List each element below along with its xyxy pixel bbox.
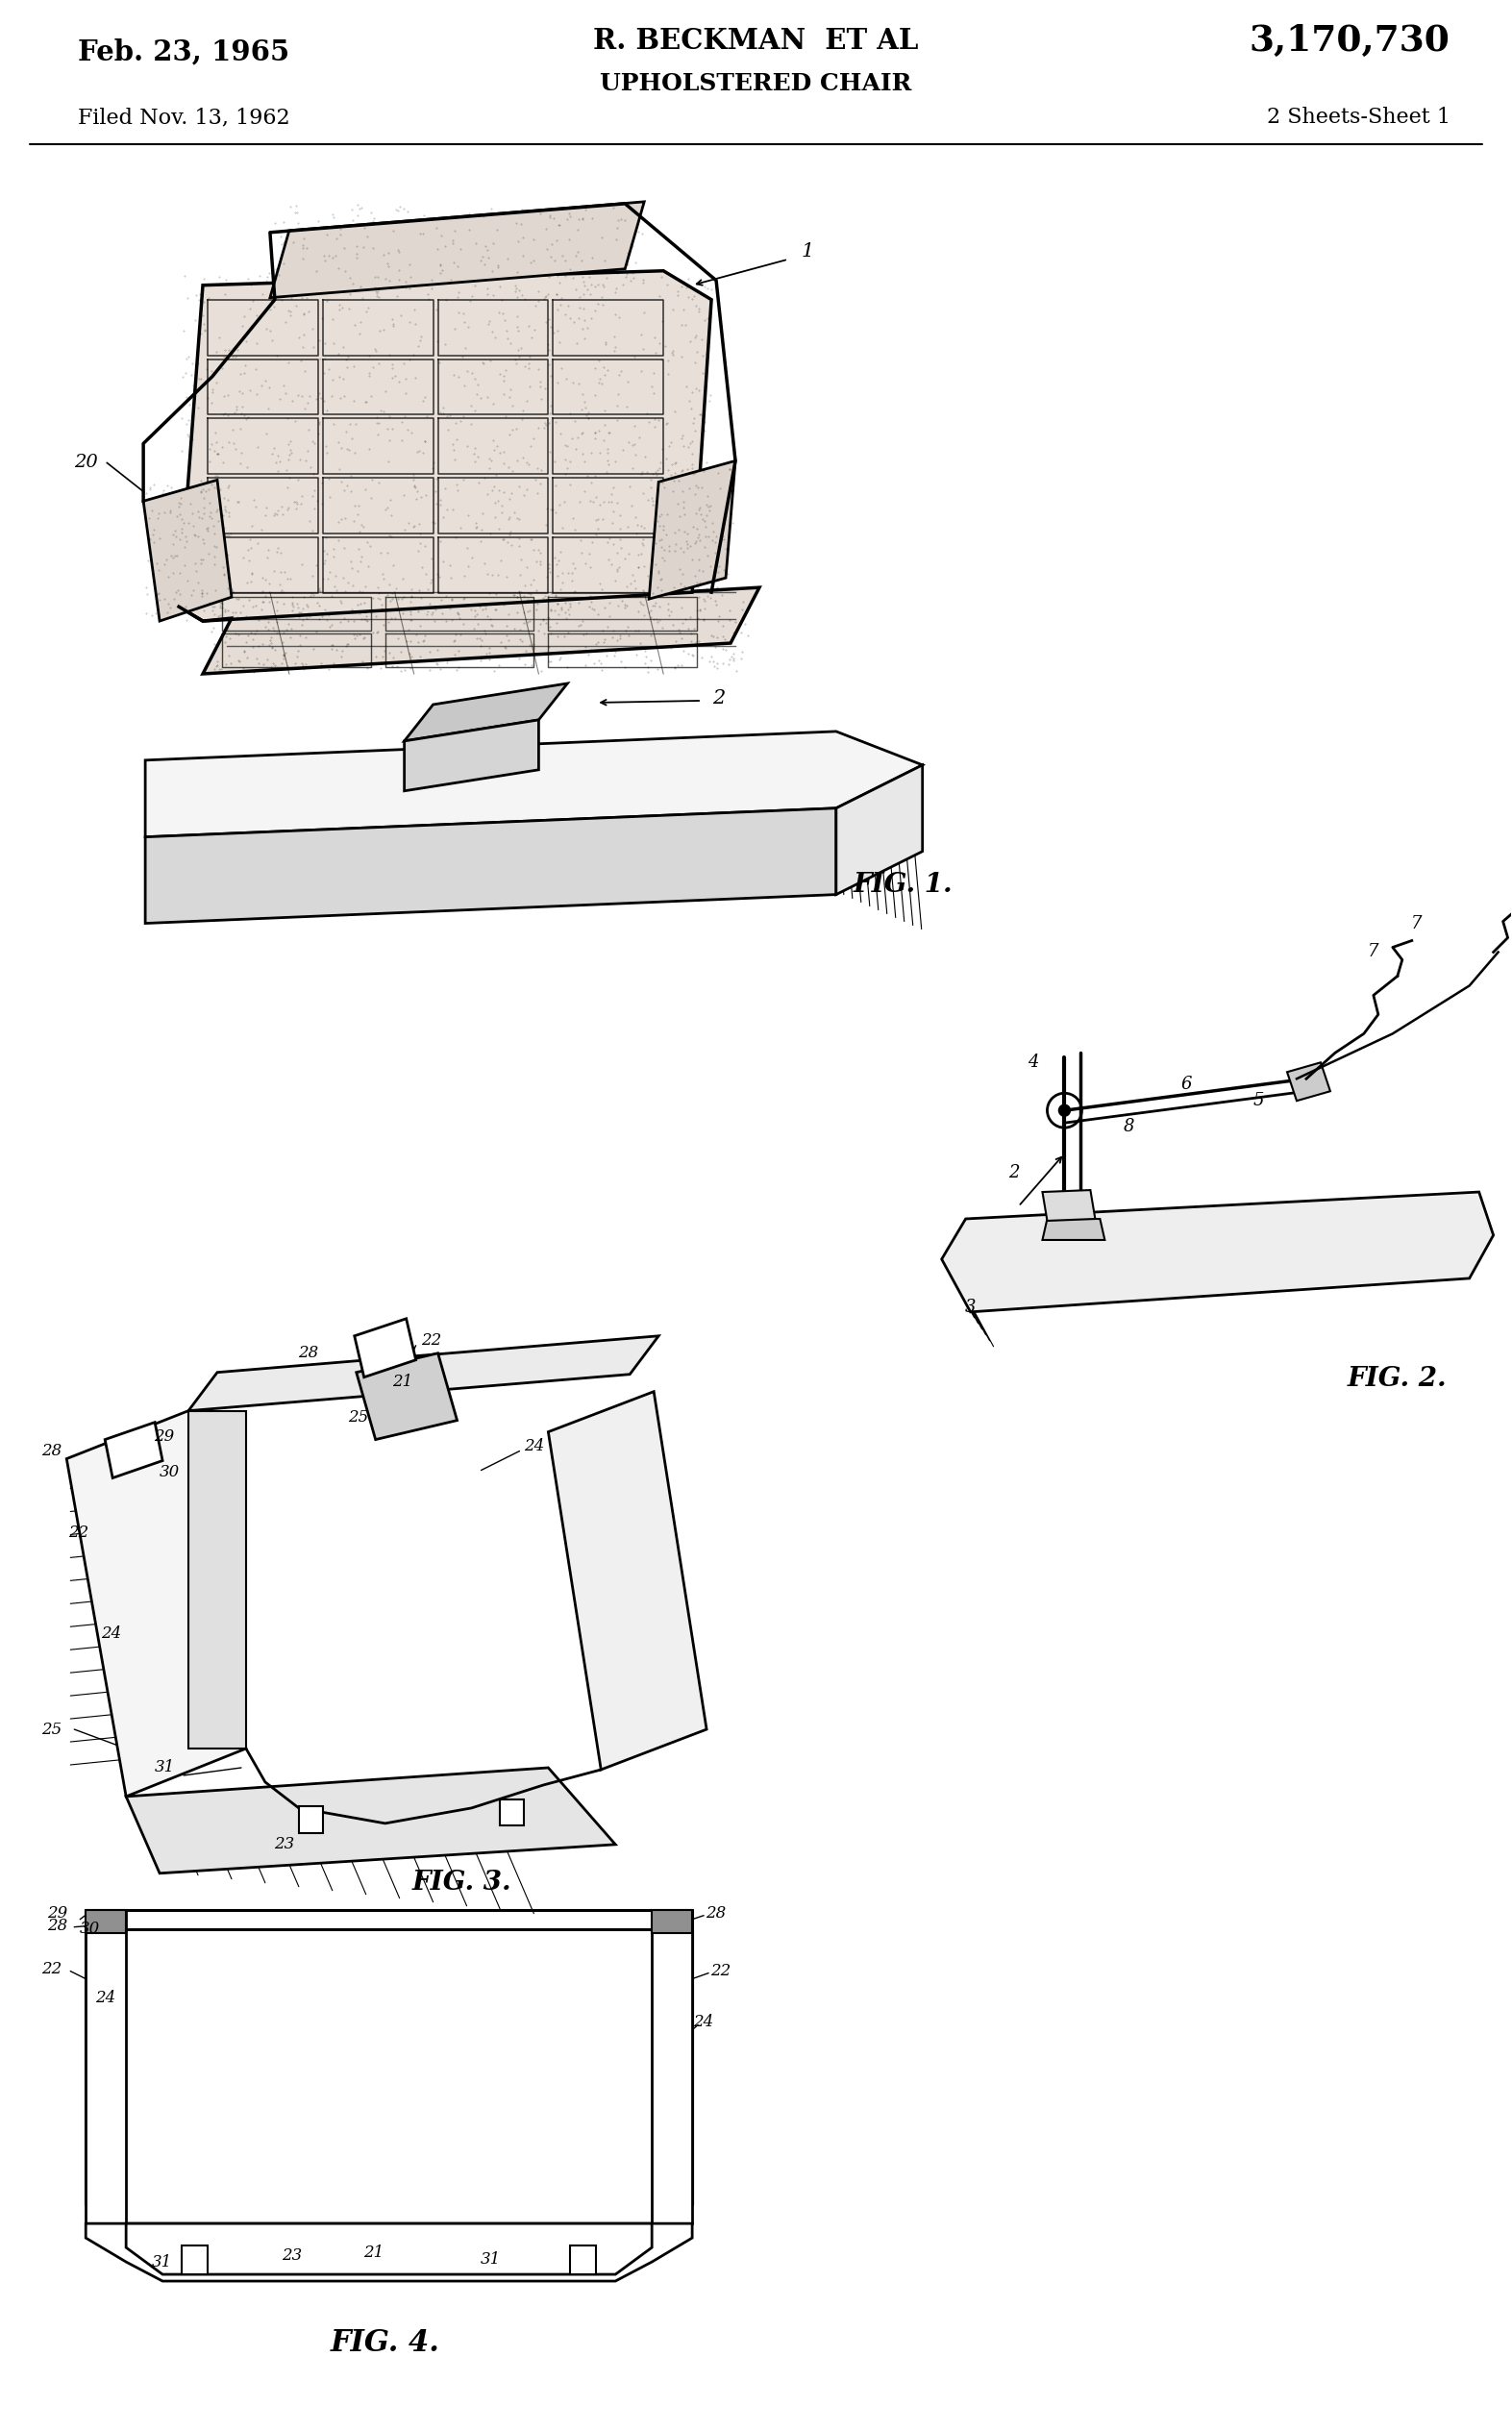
Text: Feb. 23, 1965: Feb. 23, 1965 xyxy=(79,39,290,66)
Text: 2 Sheets-Sheet 1: 2 Sheets-Sheet 1 xyxy=(1267,107,1450,129)
Text: UPHOLSTERED CHAIR: UPHOLSTERED CHAIR xyxy=(600,73,912,95)
Text: 22: 22 xyxy=(41,1962,62,1976)
Text: 4: 4 xyxy=(1027,1053,1039,1072)
Text: 7: 7 xyxy=(1368,943,1379,960)
Polygon shape xyxy=(145,732,922,836)
Polygon shape xyxy=(86,2224,692,2280)
Text: 24: 24 xyxy=(95,1991,115,2006)
Text: 28: 28 xyxy=(41,1444,62,1459)
Text: 2: 2 xyxy=(712,690,726,707)
Text: 21: 21 xyxy=(363,2244,384,2261)
Text: R. BECKMAN  ET AL: R. BECKMAN ET AL xyxy=(593,27,918,53)
Text: 23: 23 xyxy=(281,2246,302,2263)
Polygon shape xyxy=(125,1767,615,1874)
Text: 24: 24 xyxy=(101,1626,122,1641)
Text: 3: 3 xyxy=(965,1298,975,1315)
Text: 29: 29 xyxy=(47,1906,67,1923)
Polygon shape xyxy=(299,1806,322,1833)
Text: 30: 30 xyxy=(80,1920,100,1938)
Polygon shape xyxy=(1287,1062,1331,1101)
Polygon shape xyxy=(104,1422,162,1478)
Polygon shape xyxy=(178,270,711,620)
Polygon shape xyxy=(125,2224,652,2275)
Polygon shape xyxy=(203,588,759,673)
Polygon shape xyxy=(357,1354,457,1439)
Text: Filed Nov. 13, 1962: Filed Nov. 13, 1962 xyxy=(79,107,290,129)
Polygon shape xyxy=(500,1799,525,1826)
Text: 1: 1 xyxy=(801,243,813,260)
Text: 21: 21 xyxy=(392,1374,413,1391)
Text: 31: 31 xyxy=(151,2254,172,2271)
Text: 3,170,730: 3,170,730 xyxy=(1249,22,1450,58)
Text: 31: 31 xyxy=(481,2251,500,2268)
Polygon shape xyxy=(570,2246,596,2275)
Text: 2: 2 xyxy=(1009,1164,1019,1181)
Text: FIG. 2.: FIG. 2. xyxy=(1347,1366,1447,1393)
Text: 5: 5 xyxy=(1253,1092,1264,1109)
Polygon shape xyxy=(189,1410,246,1748)
Text: FIG. 3.: FIG. 3. xyxy=(413,1869,511,1896)
Polygon shape xyxy=(652,1911,692,1933)
Text: 25: 25 xyxy=(41,1721,62,1738)
Polygon shape xyxy=(67,1410,246,1797)
Polygon shape xyxy=(181,2246,207,2275)
Polygon shape xyxy=(404,720,538,790)
Polygon shape xyxy=(1042,1191,1095,1220)
Polygon shape xyxy=(942,1191,1494,1313)
Text: 24: 24 xyxy=(694,2013,714,2030)
Polygon shape xyxy=(144,479,231,620)
Text: 30: 30 xyxy=(159,1463,180,1480)
Text: 25: 25 xyxy=(348,1410,369,1425)
Text: 28: 28 xyxy=(706,1906,726,1923)
Text: 28: 28 xyxy=(298,1344,319,1361)
Text: 22: 22 xyxy=(711,1962,732,1979)
Text: 28: 28 xyxy=(47,1918,67,1935)
Text: 23: 23 xyxy=(274,1835,295,1852)
Polygon shape xyxy=(404,683,567,741)
Text: 20: 20 xyxy=(74,455,98,472)
Text: 7: 7 xyxy=(1411,914,1423,931)
Polygon shape xyxy=(836,766,922,895)
Text: FIG. 4.: FIG. 4. xyxy=(331,2329,440,2358)
Circle shape xyxy=(1058,1104,1070,1116)
Text: 31: 31 xyxy=(154,1760,175,1777)
Text: FIG. 1.: FIG. 1. xyxy=(853,873,953,897)
Text: 8: 8 xyxy=(1123,1118,1134,1135)
Polygon shape xyxy=(86,1911,125,1933)
Polygon shape xyxy=(652,1911,692,2224)
Text: 24: 24 xyxy=(523,1439,544,1454)
Polygon shape xyxy=(649,462,735,598)
Polygon shape xyxy=(86,1911,125,2224)
Polygon shape xyxy=(271,202,644,297)
Polygon shape xyxy=(145,807,836,924)
Polygon shape xyxy=(354,1318,416,1378)
Text: 22: 22 xyxy=(68,1524,88,1541)
Polygon shape xyxy=(1042,1218,1105,1240)
Polygon shape xyxy=(189,1337,659,1410)
Text: 22: 22 xyxy=(420,1332,442,1349)
Polygon shape xyxy=(549,1391,706,1770)
Text: 29: 29 xyxy=(154,1429,175,1444)
Text: 6: 6 xyxy=(1181,1077,1191,1094)
